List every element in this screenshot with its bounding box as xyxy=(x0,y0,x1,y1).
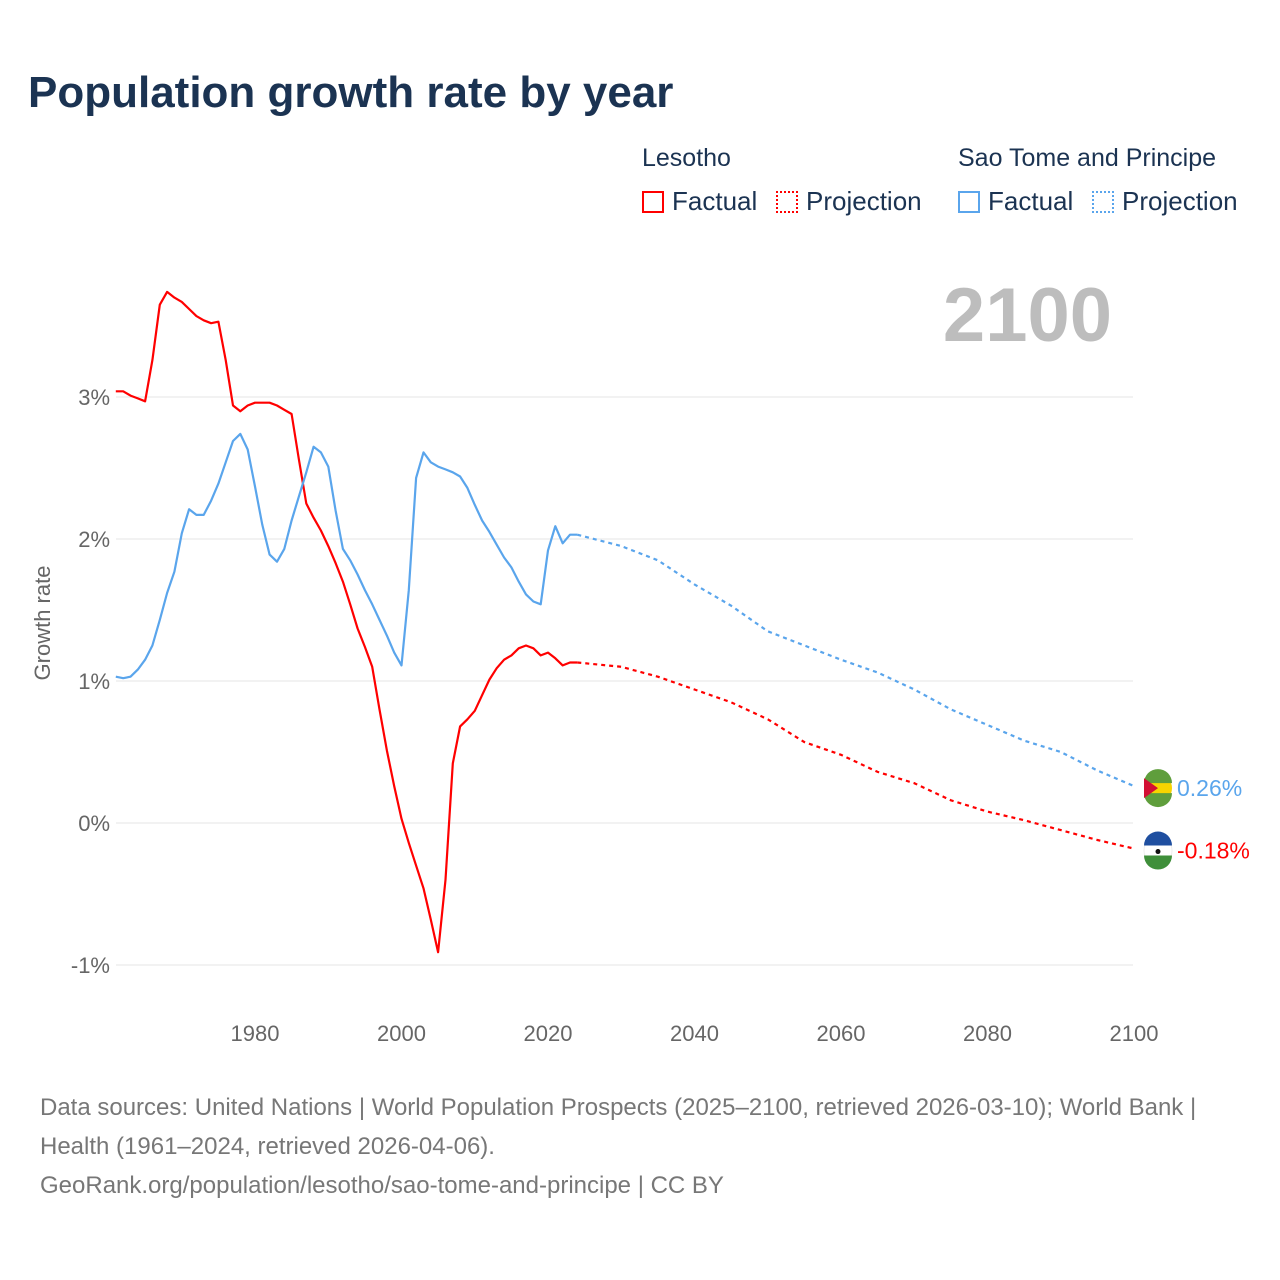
series-1-factual-line xyxy=(115,432,578,680)
legend-label: Factual xyxy=(672,186,758,216)
legend-swatch-solid xyxy=(958,190,980,213)
x-tick-label: 2040 xyxy=(670,1021,719,1046)
y-tick-label: 0% xyxy=(78,811,110,836)
legend-sao-tome-factual[interactable]: Factual xyxy=(958,186,1073,217)
y-axis-label: Growth rate xyxy=(30,566,55,681)
legend-lesotho-factual[interactable]: Factual xyxy=(642,186,757,217)
data-sources: Data sources: United Nations | World Pop… xyxy=(40,1094,1197,1160)
x-tick-label: 2020 xyxy=(524,1021,573,1046)
sao-tome-flag-red-triangle xyxy=(1144,778,1158,799)
lesotho-flag-blue-band xyxy=(1144,831,1172,846)
sao-tome-flag-green-bottom xyxy=(1144,793,1172,808)
y-tick-label: 2% xyxy=(78,527,110,552)
x-tick-label: 1980 xyxy=(231,1021,280,1046)
legend-label: Factual xyxy=(988,186,1074,216)
y-tick-label: 1% xyxy=(78,669,110,694)
source-link[interactable]: GeoRank.org/population/lesotho/sao-tome-… xyxy=(40,1172,724,1199)
end-value-label: 0.26% xyxy=(1177,775,1242,801)
y-tick-label: -1% xyxy=(71,953,110,978)
end-value-label: -0.18% xyxy=(1177,838,1250,864)
legend-group-lesotho: Lesotho xyxy=(642,144,731,172)
x-tick-label: 2000 xyxy=(377,1021,426,1046)
x-tick-label: 2060 xyxy=(817,1021,866,1046)
series-0-projection-line xyxy=(577,661,1135,850)
legend-sao-tome-projection[interactable]: Projection xyxy=(1092,186,1238,217)
current-year-label: 2100 xyxy=(942,273,1112,358)
x-tick-label: 2080 xyxy=(963,1021,1012,1046)
x-tick-label: 2100 xyxy=(1110,1021,1159,1046)
sao-tome-flag-green-top xyxy=(1144,769,1172,784)
footer: Data sources: United Nations | World Pop… xyxy=(40,1088,1240,1205)
y-tick-label: 3% xyxy=(78,385,110,410)
legend-swatch-solid xyxy=(642,190,664,213)
chart-title: Population growth rate by year xyxy=(28,68,674,117)
lesotho-flag-green-band xyxy=(1144,855,1172,870)
lesotho-flag-hat xyxy=(1155,849,1161,855)
legend-lesotho-projection[interactable]: Projection xyxy=(776,186,922,217)
legend-group-sao-tome: Sao Tome and Principe xyxy=(958,144,1217,172)
legend-swatch-dotted xyxy=(776,190,798,213)
legend-swatch-dotted xyxy=(1092,190,1114,213)
series-1-projection-line xyxy=(577,533,1135,788)
legend-label: Projection xyxy=(806,186,922,216)
legend-label: Projection xyxy=(1122,186,1238,216)
series-0-factual-line xyxy=(115,290,578,954)
